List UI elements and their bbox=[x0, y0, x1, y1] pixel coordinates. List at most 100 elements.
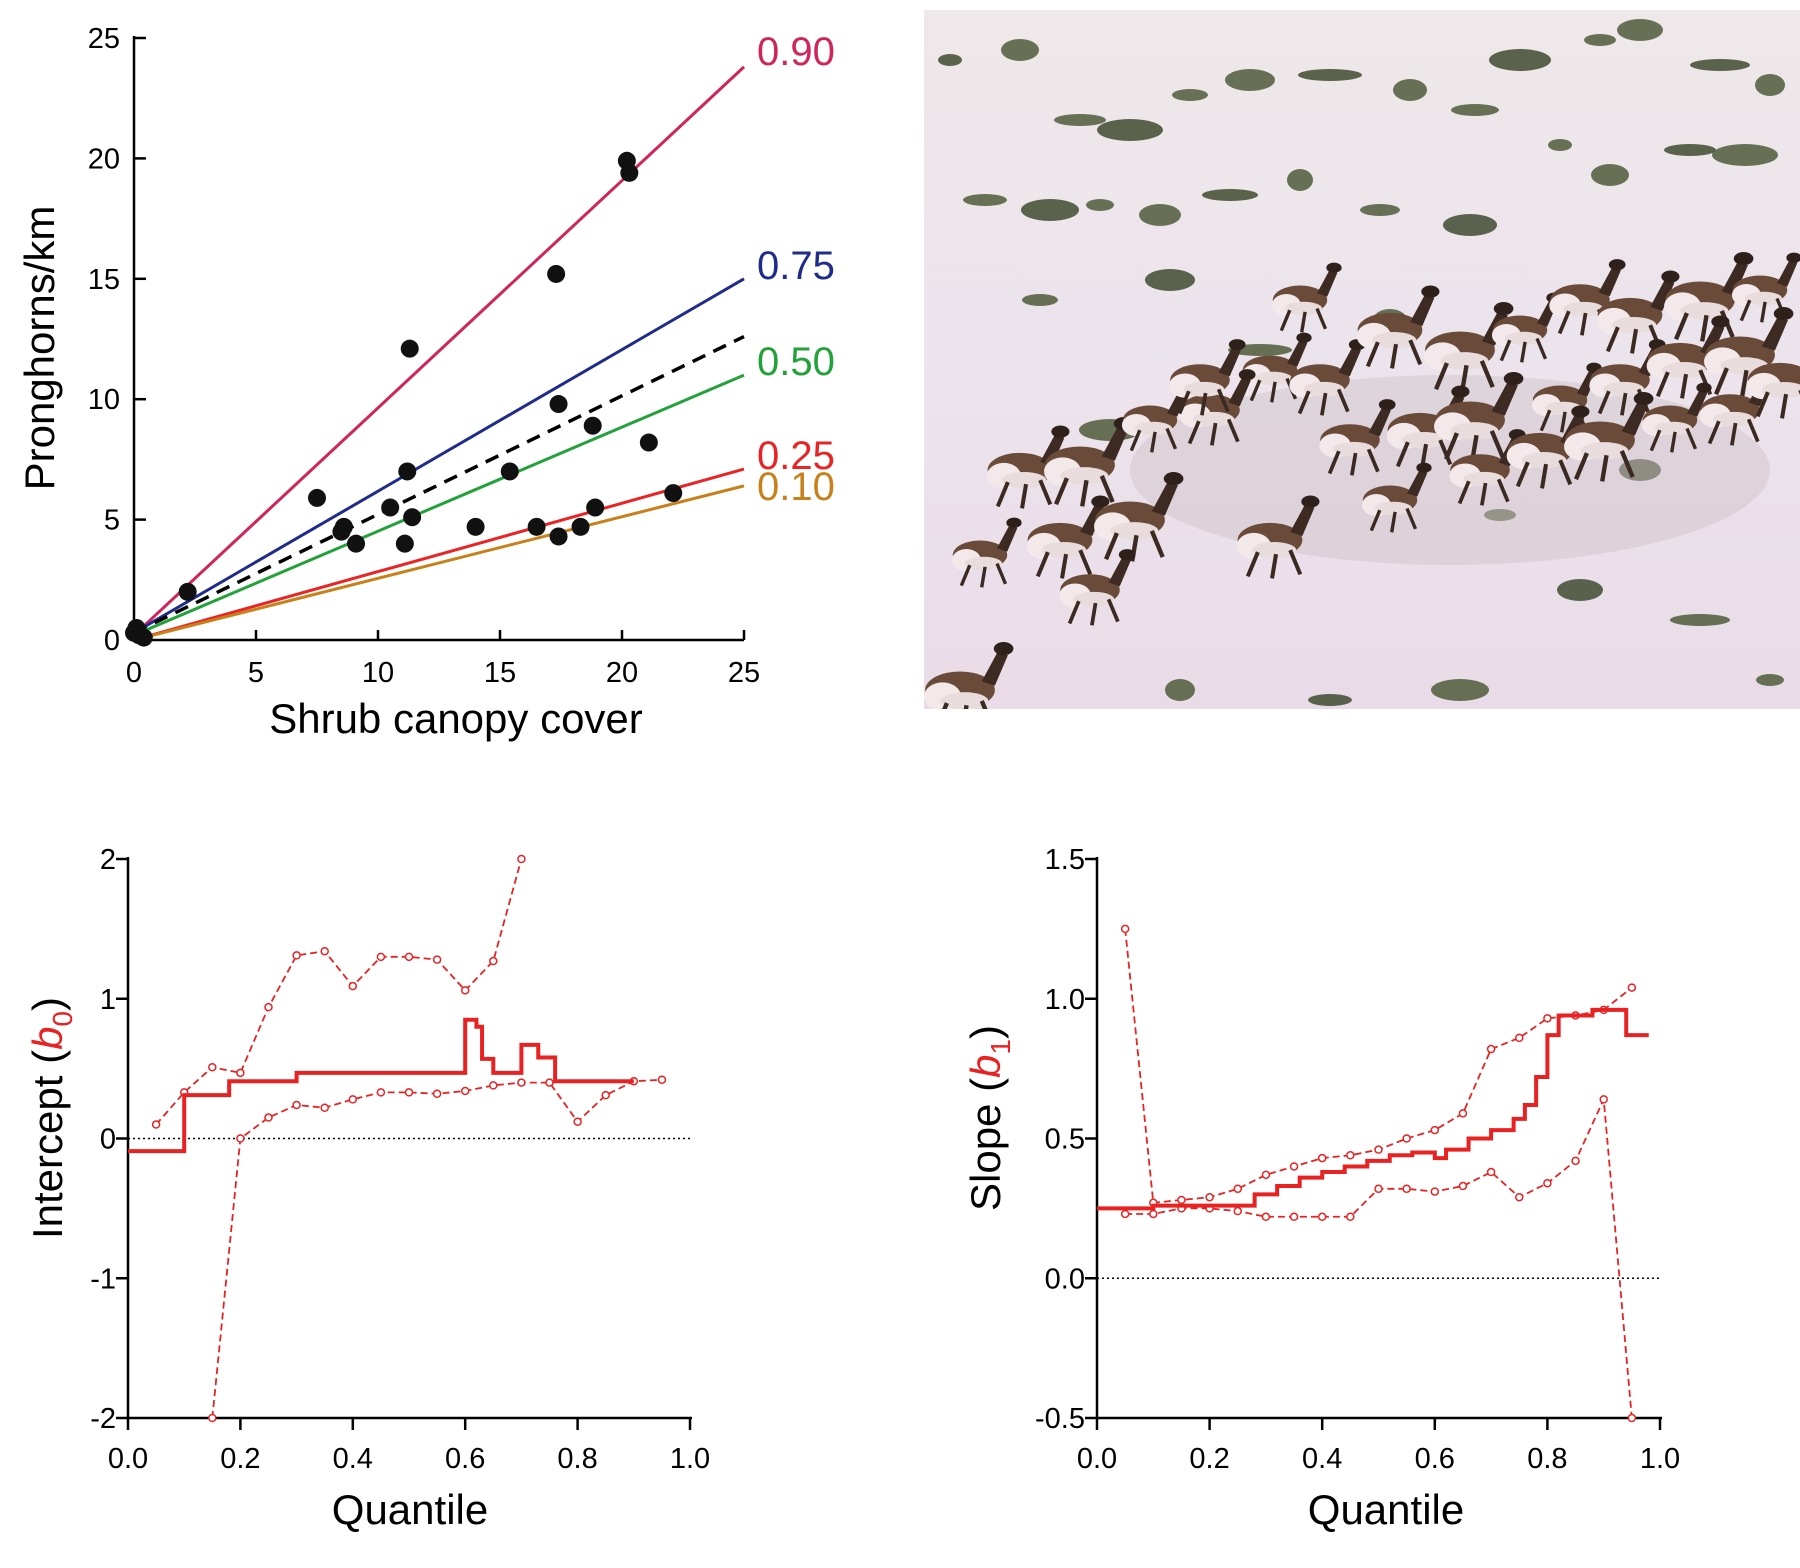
pronghorn-neck bbox=[1687, 391, 1708, 417]
pronghorn bbox=[951, 517, 1022, 588]
pronghorn bbox=[1236, 495, 1320, 579]
data-point bbox=[500, 462, 519, 481]
pronghorn-neck bbox=[1338, 348, 1361, 377]
shrub bbox=[1001, 39, 1039, 61]
pronghorn-head bbox=[1163, 472, 1184, 486]
band-marker bbox=[1120, 1209, 1130, 1219]
x-tick-label: 20 bbox=[606, 657, 638, 689]
shrub bbox=[1172, 89, 1208, 101]
band-marker bbox=[1627, 1413, 1637, 1423]
shrub bbox=[1165, 679, 1195, 701]
pronghorn bbox=[1564, 392, 1654, 482]
x-tick-label: 0.2 bbox=[1189, 1443, 1229, 1475]
pronghorn-belly bbox=[1654, 421, 1693, 436]
x-tick-label: 0.4 bbox=[333, 1443, 373, 1475]
pronghorn bbox=[1641, 382, 1712, 453]
pronghorn-neck bbox=[1101, 427, 1128, 461]
band-marker bbox=[1458, 1181, 1468, 1191]
pronghorn bbox=[1424, 302, 1514, 392]
pronghorn-neck bbox=[1598, 268, 1621, 297]
data-point bbox=[547, 264, 566, 283]
pronghorn-neck bbox=[1287, 341, 1308, 367]
data-point bbox=[571, 517, 590, 536]
pronghorn bbox=[1386, 385, 1470, 469]
shrub bbox=[1484, 509, 1516, 521]
pronghorn-head bbox=[1421, 285, 1440, 298]
band-marker bbox=[489, 956, 498, 966]
band-marker bbox=[264, 1002, 273, 1012]
pronghorn-belly bbox=[1463, 471, 1505, 487]
data-point bbox=[347, 534, 366, 553]
pronghorn-head bbox=[1493, 302, 1514, 316]
pronghorn-belly bbox=[1744, 291, 1783, 306]
upper-confidence-band bbox=[155, 858, 523, 1126]
band-marker bbox=[1486, 1167, 1496, 1177]
shrub bbox=[1617, 19, 1663, 41]
y-tick-label: 20 bbox=[88, 143, 120, 175]
pronghorn-neck bbox=[1777, 261, 1798, 287]
pronghorn bbox=[1361, 462, 1432, 533]
x-tick-label: 0.2 bbox=[220, 1443, 260, 1475]
band-marker bbox=[1599, 1095, 1608, 1104]
pronghorn-neck bbox=[1228, 378, 1251, 407]
data-point bbox=[403, 508, 422, 527]
slope-y-axis-title: Slope (b1) bbox=[962, 1025, 1016, 1211]
pronghorn-photo bbox=[924, 10, 1800, 709]
data-point bbox=[334, 517, 353, 536]
band-marker bbox=[1402, 1134, 1411, 1143]
pronghorn-neck bbox=[1621, 402, 1648, 436]
x-tick-label: 0.6 bbox=[1415, 1443, 1455, 1475]
data-point bbox=[549, 527, 568, 546]
band-marker bbox=[1543, 1014, 1552, 1023]
pronghorn-belly bbox=[1761, 382, 1800, 399]
pronghorn-legs bbox=[995, 479, 1053, 509]
band-marker bbox=[292, 951, 301, 960]
x-tick-label: 0 bbox=[126, 657, 142, 689]
y-tick-label: -0.5 bbox=[1035, 1403, 1085, 1435]
pronghorn-neck bbox=[1700, 325, 1725, 356]
band-marker bbox=[1627, 983, 1637, 992]
pronghorn-legs bbox=[1297, 388, 1350, 416]
pronghorn-belly bbox=[1371, 332, 1417, 349]
pronghorn bbox=[924, 642, 1014, 709]
pronghorn-head bbox=[1661, 270, 1680, 283]
axis-lines bbox=[1095, 857, 1662, 1420]
data-point bbox=[134, 628, 153, 647]
pronghorn-neck bbox=[1650, 280, 1675, 311]
x-tick-label: 0.4 bbox=[1302, 1443, 1342, 1475]
shrub bbox=[1139, 204, 1181, 226]
quantile-label: 0.10 bbox=[757, 465, 835, 509]
band-marker bbox=[404, 952, 414, 962]
pronghorn-head bbox=[1118, 549, 1136, 561]
pronghorn-belly bbox=[1073, 591, 1115, 607]
y-tick-label: 1 bbox=[100, 984, 116, 1016]
quantile-estimate-line bbox=[128, 1017, 634, 1154]
band-marker bbox=[320, 946, 329, 956]
band-marker bbox=[1289, 1162, 1299, 1171]
pronghorn-belly bbox=[1504, 331, 1543, 346]
quantile-fit-line bbox=[133, 484, 745, 642]
pronghorn-head bbox=[1571, 405, 1590, 418]
band-marker bbox=[292, 1100, 301, 1110]
band-marker bbox=[1317, 1153, 1327, 1163]
pronghorn-belly bbox=[1060, 467, 1109, 485]
shrub bbox=[1756, 674, 1784, 686]
pronghorn-legs bbox=[1054, 475, 1115, 507]
band-marker bbox=[1402, 1184, 1411, 1194]
shrub bbox=[1664, 144, 1716, 156]
data-point bbox=[639, 433, 658, 452]
band-marker bbox=[1233, 1206, 1242, 1216]
shrub bbox=[1489, 49, 1551, 71]
band-marker bbox=[264, 1113, 273, 1122]
shrub bbox=[1360, 204, 1400, 216]
pronghorn-head bbox=[1503, 372, 1524, 386]
pronghorn bbox=[1646, 315, 1730, 399]
data-point bbox=[395, 534, 414, 553]
x-tick-label: 0.6 bbox=[445, 1443, 485, 1475]
quantile-fit-line bbox=[133, 277, 745, 635]
band-marker bbox=[1374, 1145, 1383, 1154]
shrub bbox=[938, 54, 962, 66]
pronghorn-belly bbox=[1713, 411, 1755, 427]
shrub bbox=[1021, 199, 1079, 221]
